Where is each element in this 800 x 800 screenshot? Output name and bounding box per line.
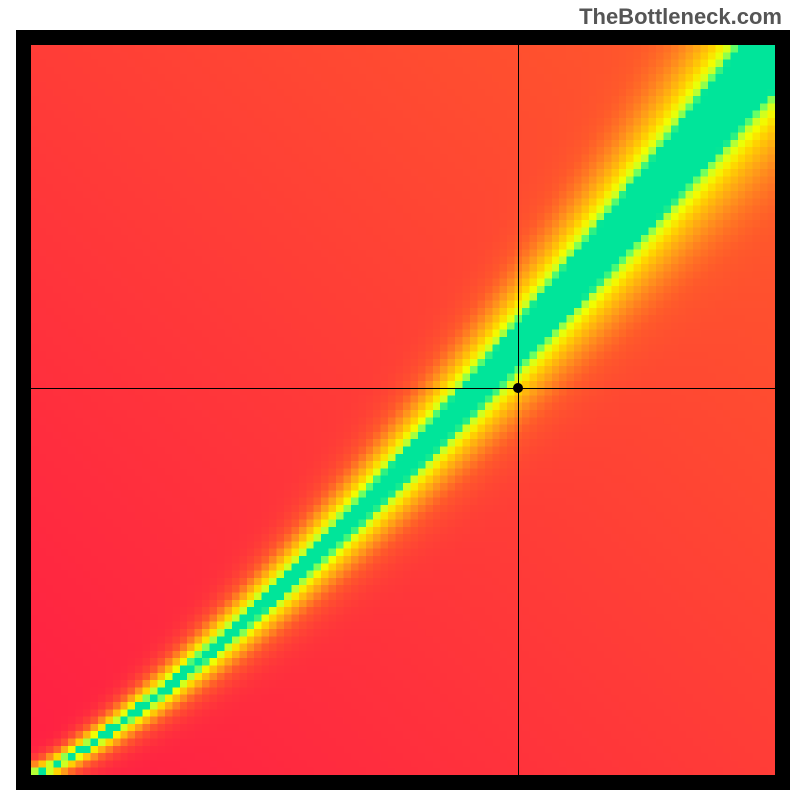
- plot-frame: [16, 30, 790, 790]
- crosshair-horizontal: [31, 388, 775, 389]
- chart-container: TheBottleneck.com: [0, 0, 800, 800]
- crosshair-vertical: [518, 45, 519, 775]
- plot-area: [31, 45, 775, 775]
- crosshair-marker: [513, 383, 523, 393]
- watermark-label: TheBottleneck.com: [579, 4, 782, 30]
- heatmap-canvas: [31, 45, 775, 775]
